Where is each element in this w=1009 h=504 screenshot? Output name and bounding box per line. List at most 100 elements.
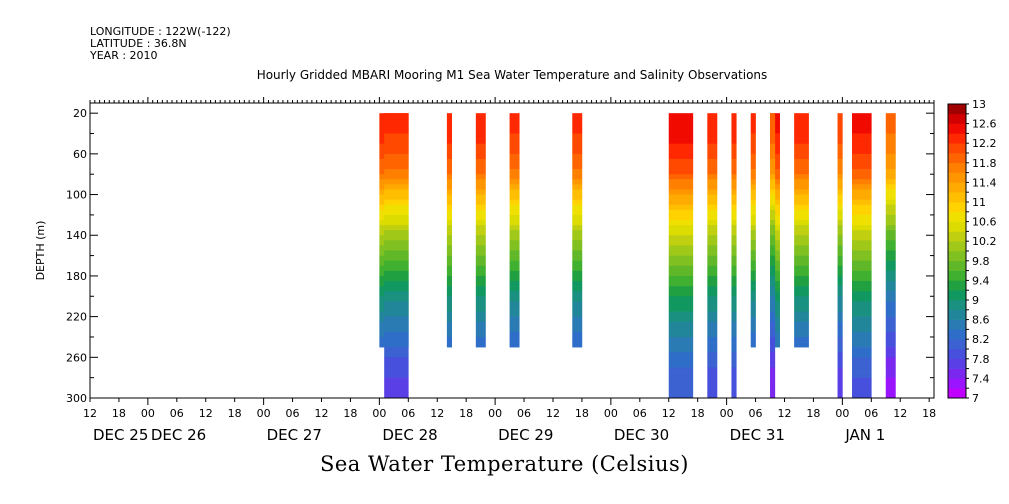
data-cell bbox=[837, 342, 843, 348]
data-cell bbox=[446, 219, 453, 226]
x-tick-label: 06 bbox=[633, 407, 647, 420]
data-cell bbox=[750, 214, 756, 221]
data-cell bbox=[731, 230, 737, 236]
data-cell bbox=[446, 260, 453, 267]
x-tick-label: 06 bbox=[864, 407, 878, 420]
data-cell bbox=[731, 342, 737, 348]
data-cell bbox=[837, 230, 843, 236]
data-cell bbox=[852, 382, 872, 389]
data-cell bbox=[572, 275, 583, 282]
data-cell bbox=[509, 326, 520, 333]
data-cell bbox=[384, 169, 409, 175]
colorbar-label: 7.4 bbox=[972, 372, 990, 385]
data-cell bbox=[770, 118, 776, 124]
data-cell bbox=[750, 138, 756, 144]
data-cell bbox=[572, 260, 583, 267]
data-cell bbox=[509, 153, 520, 160]
data-cell bbox=[707, 311, 718, 317]
data-cell bbox=[750, 174, 756, 180]
data-cell bbox=[770, 382, 776, 389]
data-cell bbox=[837, 301, 843, 307]
data-cell bbox=[750, 301, 756, 307]
data-cell bbox=[770, 275, 776, 282]
y-tick-label: 220 bbox=[66, 311, 87, 324]
data-cell bbox=[572, 133, 583, 139]
data-cell bbox=[731, 169, 737, 175]
data-cell bbox=[852, 169, 872, 175]
data-cell bbox=[885, 153, 896, 160]
data-cell bbox=[668, 153, 694, 160]
data-cell bbox=[707, 245, 718, 251]
data-cell bbox=[731, 301, 737, 307]
data-cell bbox=[885, 184, 896, 190]
x-day-label: DEC 29 bbox=[498, 426, 553, 444]
colorbar-label: 10.2 bbox=[972, 235, 997, 248]
data-cell bbox=[475, 219, 486, 226]
colorbar-swatch bbox=[948, 319, 966, 330]
data-cell bbox=[475, 270, 486, 277]
data-cell bbox=[794, 194, 809, 200]
data-cell bbox=[446, 245, 453, 251]
data-cell bbox=[509, 184, 520, 190]
data-cell bbox=[794, 306, 809, 312]
data-cell bbox=[707, 260, 718, 267]
data-cell bbox=[794, 275, 809, 282]
data-cell bbox=[731, 235, 737, 241]
data-cell bbox=[731, 347, 737, 353]
data-cell bbox=[770, 219, 776, 226]
data-cell bbox=[668, 321, 694, 328]
data-cell bbox=[750, 143, 756, 150]
colorbar-label: 11 bbox=[972, 196, 986, 209]
data-cell bbox=[794, 204, 809, 211]
colorbar-label: 7.8 bbox=[972, 353, 990, 366]
data-cell bbox=[837, 225, 843, 231]
data-cell bbox=[885, 357, 896, 363]
colorbar-label: 8.2 bbox=[972, 333, 990, 346]
data-cell bbox=[794, 326, 809, 333]
data-cell bbox=[509, 336, 520, 343]
data-cell bbox=[731, 189, 737, 195]
data-cell bbox=[731, 265, 737, 272]
data-cell bbox=[572, 209, 583, 216]
x-day-label: DEC 26 bbox=[151, 426, 206, 444]
data-cell bbox=[707, 133, 718, 139]
data-cell bbox=[707, 372, 718, 378]
data-cell bbox=[668, 357, 694, 363]
data-cell bbox=[885, 123, 896, 129]
colorbar-swatch bbox=[948, 133, 966, 144]
data-cell bbox=[731, 118, 737, 124]
data-cell bbox=[446, 265, 453, 272]
data-cell bbox=[837, 265, 843, 272]
data-cell bbox=[750, 270, 756, 277]
colorbar-label: 9 bbox=[972, 294, 979, 307]
data-cell bbox=[794, 123, 809, 129]
colorbar-swatch bbox=[948, 388, 966, 399]
data-cell bbox=[475, 143, 486, 150]
y-tick-label: 140 bbox=[66, 229, 87, 242]
data-cell bbox=[707, 275, 718, 282]
data-cell bbox=[572, 143, 583, 150]
data-cell bbox=[794, 225, 809, 231]
data-cell bbox=[475, 275, 486, 282]
data-cell bbox=[446, 270, 453, 277]
data-cell bbox=[852, 194, 872, 200]
data-cell bbox=[446, 199, 453, 206]
data-cell bbox=[668, 113, 694, 119]
data-cell bbox=[446, 291, 453, 297]
data-cell bbox=[770, 265, 776, 272]
data-cell bbox=[750, 275, 756, 282]
colorbar-swatch bbox=[948, 270, 966, 281]
data-cell bbox=[475, 311, 486, 317]
data-cell bbox=[572, 301, 583, 307]
colorbar-label: 7 bbox=[972, 392, 979, 405]
data-cell bbox=[446, 118, 453, 124]
data-cell bbox=[668, 260, 694, 267]
data-cell bbox=[475, 174, 486, 180]
data-cell bbox=[852, 347, 872, 353]
data-cell bbox=[750, 204, 756, 211]
data-cell bbox=[668, 265, 694, 272]
x-tick-label: 00 bbox=[604, 407, 618, 420]
data-cell bbox=[572, 245, 583, 251]
colorbar-swatch bbox=[948, 221, 966, 232]
data-cell bbox=[668, 148, 694, 155]
